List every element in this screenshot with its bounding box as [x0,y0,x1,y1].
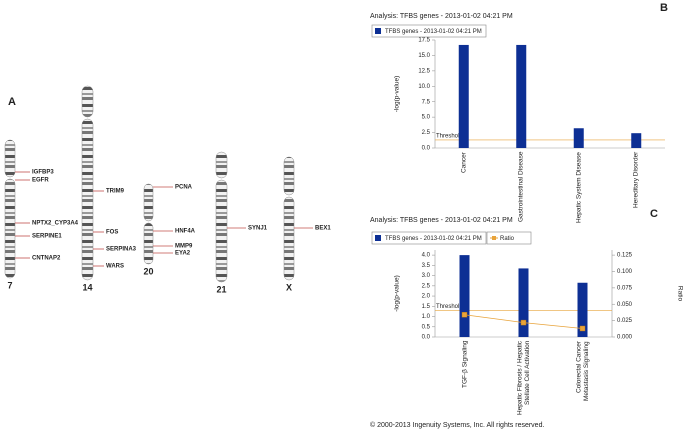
y-tick-label: 0.0 [422,335,431,341]
gene-label: MMP9 [175,244,193,250]
legend-label: TFBS genes - 2013-01-02 04:21 PM [385,236,482,242]
threshold-label: Threshold [436,304,463,310]
gene-label: WARS [106,264,124,270]
x-tick-label: Cancer [460,152,467,173]
y2-axis-label: Ratio [676,286,683,302]
y-tick-label: 3.5 [422,263,431,269]
y-tick-label: 0.5 [422,324,431,330]
legend-box [371,231,487,245]
ratio-point [461,312,468,318]
y-tick-label: 2.5 [422,130,431,136]
y-tick-label: 5.0 [422,115,431,121]
chromosome-name: 14 [82,282,92,292]
bar [516,44,527,148]
panel-label: B [660,2,668,14]
gene-label: FOS [106,230,118,236]
chromosome-arm [143,222,154,265]
x-tick-label: Hepatic Fibrosis / Hepatic Stellate Cell… [516,341,531,416]
chromosome-arm [143,183,154,222]
gene-label: EYA2 [175,251,191,257]
bar [458,44,469,148]
x-tick-label: Hereditary Disorder [632,152,640,209]
x-tick-label: TGF-β Signaling [460,341,468,389]
y-tick-label: 4.0 [422,253,431,259]
y-tick-label: 2.0 [422,294,431,300]
bar [577,282,588,337]
y2-tick-label: 0.025 [617,318,633,324]
y-tick-label: 7.5 [422,99,431,105]
y2-tick-label: 0.050 [617,302,633,308]
gene-label: SERPINA3 [106,247,137,253]
legend-swatch [492,236,496,240]
legend-label: Ratio [500,236,515,242]
y-axis-label: -log(p-value) [394,76,401,113]
gene-label: HNF4A [175,229,196,235]
chromosome-name: 7 [7,280,12,290]
gene-label: NPTX2_CYP3A4 [32,221,79,227]
bar [459,255,470,337]
chart-title: Analysis: TFBS genes - 2013-01-02 04:21 … [370,217,513,224]
chromosome-arm [4,178,16,279]
chromosome-arm [283,196,295,281]
chromosome-arm [81,85,94,118]
chromosome-arm [4,139,16,178]
y-tick-label: 0.0 [422,146,431,152]
legend-swatch [375,28,381,34]
y-tick-label: 17.5 [418,38,430,44]
bar [518,268,529,337]
chromosome-name: 21 [216,284,226,294]
chromosome-arm [215,151,228,179]
legend-swatch [375,235,381,241]
y2-tick-label: 0.075 [617,285,633,291]
chromosome-arm [283,156,295,196]
y-tick-label: 12.5 [418,68,430,74]
gene-label: SERPINE1 [32,234,62,240]
panel-label: C [650,208,658,220]
bar [573,128,584,148]
y-tick-label: 1.5 [422,304,431,310]
gene-label: EGFR [32,178,49,184]
gene-label: PCNA [175,185,193,191]
chromosome-arm [81,118,94,281]
gene-label: CNTNAP2 [32,256,61,262]
gene-label: IGFBP3 [32,170,54,176]
x-tick-label: Colorectal Cancer Metastasis Signaling [575,341,590,401]
ratio-point [520,319,527,326]
chromosome-arm [215,179,228,283]
legend-box [371,24,487,38]
legend-box [486,231,532,245]
chromosome-name: X [286,282,292,292]
y-axis-label: -log(p-value) [394,275,401,312]
chromosome-name: 20 [143,266,153,276]
y-tick-label: 1.0 [422,314,431,320]
y-tick-label: 15.0 [418,53,430,59]
y2-tick-label: 0.000 [617,335,633,341]
footer: © 2000-2013 Ingenuity Systems, Inc. All … [370,421,544,429]
y-tick-label: 3.0 [422,273,431,279]
x-tick-label: Hepatic System Disease [575,152,582,223]
gene-label: BEX1 [315,226,331,232]
gene-label: TRIM9 [106,189,125,195]
y-tick-label: 10.0 [418,84,430,90]
panel-label: A [8,96,16,108]
threshold-label: Threshold [436,134,463,140]
bar [631,133,642,148]
y2-tick-label: 0.125 [617,253,633,259]
y2-tick-label: 0.100 [617,269,633,275]
chart-title: Analysis: TFBS genes - 2013-01-02 04:21 … [370,13,513,20]
x-tick-label: Gastrointestinal Disease [517,152,525,223]
gene-label: SYNJ1 [248,226,268,232]
legend-label: TFBS genes - 2013-01-02 04:21 PM [385,29,482,35]
ratio-point [579,325,586,332]
y-tick-label: 2.5 [422,283,431,289]
